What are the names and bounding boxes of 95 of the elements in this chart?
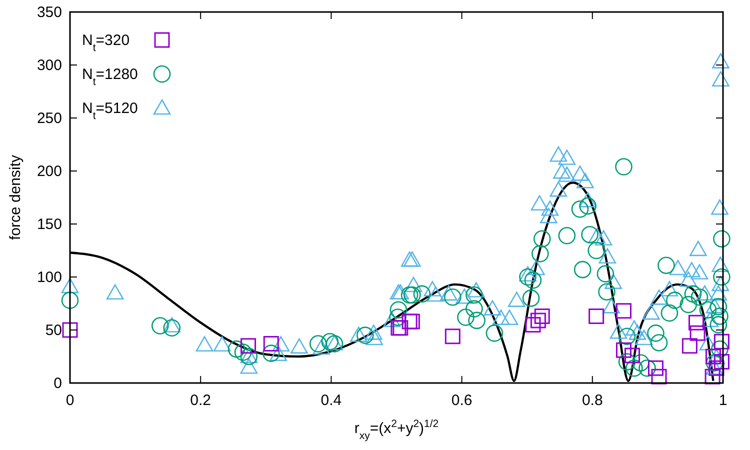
y-axis-title: force density — [7, 154, 24, 240]
point — [714, 354, 730, 370]
point — [413, 285, 431, 303]
point — [666, 292, 684, 309]
point — [466, 300, 483, 318]
y-tick-label: 200 — [36, 163, 62, 180]
point — [711, 340, 728, 358]
x-tick-label: 0 — [66, 392, 74, 409]
legend-label: N$_{t}$=320 — [82, 32, 130, 54]
point — [240, 338, 256, 354]
point — [579, 197, 596, 215]
point — [618, 353, 636, 370]
x-axis-title: r$_{xy}$=(x$^{2}$+y$^{2}$)$^{1/2}$ — [354, 418, 439, 442]
point — [660, 304, 678, 322]
point — [534, 308, 550, 324]
point — [710, 298, 728, 316]
x-tick-label: 0.6 — [451, 392, 472, 409]
point — [571, 200, 589, 218]
point — [466, 286, 483, 304]
point — [704, 368, 720, 384]
point — [228, 340, 246, 358]
point — [444, 328, 460, 344]
point — [615, 158, 632, 176]
point — [624, 348, 640, 364]
point — [713, 230, 730, 248]
point — [581, 226, 598, 244]
point — [699, 301, 717, 319]
point — [616, 342, 632, 358]
x-tick-label: 1 — [718, 392, 728, 409]
x-tick-label: 0.8 — [582, 392, 603, 409]
x-tick-label: 0.4 — [320, 392, 342, 409]
point — [638, 360, 656, 377]
point — [400, 286, 418, 304]
point — [389, 308, 406, 326]
point — [690, 288, 708, 306]
point — [404, 286, 421, 304]
point — [486, 324, 504, 342]
y-tick-label: 0 — [54, 375, 62, 392]
y-tick-label: 350 — [36, 4, 62, 21]
y-tick-label: 50 — [45, 322, 62, 339]
point — [61, 292, 79, 309]
point — [588, 242, 605, 260]
y-tick-label: 100 — [36, 269, 62, 286]
point — [234, 344, 252, 361]
point — [618, 328, 636, 346]
point — [532, 245, 549, 262]
point — [616, 303, 632, 319]
point — [390, 301, 408, 319]
point — [714, 334, 730, 350]
y-tick-label: 250 — [36, 110, 62, 127]
y-tick-label: 300 — [36, 57, 62, 74]
point — [708, 360, 724, 376]
point — [574, 260, 592, 278]
point — [262, 344, 280, 362]
point — [468, 312, 486, 330]
point — [658, 256, 675, 274]
point — [588, 308, 604, 324]
legend-label: N$_{t}$=5120 — [82, 100, 138, 122]
point — [680, 296, 698, 314]
point — [596, 265, 614, 282]
point — [651, 368, 667, 384]
x-tick-label: 0.2 — [190, 392, 212, 409]
point — [690, 325, 706, 341]
point — [706, 354, 724, 372]
point — [598, 283, 616, 300]
point — [688, 314, 704, 330]
point — [710, 316, 728, 334]
point — [163, 319, 181, 337]
legend-label: N$_{t}$=1280 — [82, 66, 138, 88]
point — [682, 338, 698, 354]
point — [647, 324, 664, 342]
point — [522, 290, 540, 307]
point — [530, 312, 546, 328]
point — [684, 285, 702, 303]
point — [309, 335, 327, 352]
point — [648, 360, 664, 376]
point — [533, 230, 551, 248]
point — [632, 354, 650, 372]
y-tick-label: 150 — [36, 216, 62, 233]
point — [626, 360, 643, 377]
point — [524, 272, 542, 289]
point — [444, 288, 462, 306]
point — [321, 333, 339, 350]
point — [519, 268, 536, 286]
point — [713, 268, 730, 286]
point — [705, 348, 721, 364]
point — [711, 308, 728, 325]
point — [263, 336, 279, 352]
point — [525, 316, 541, 332]
point — [151, 317, 169, 334]
point — [457, 308, 474, 326]
point — [650, 334, 668, 352]
point — [62, 322, 78, 338]
point — [558, 227, 576, 244]
point — [356, 326, 374, 344]
